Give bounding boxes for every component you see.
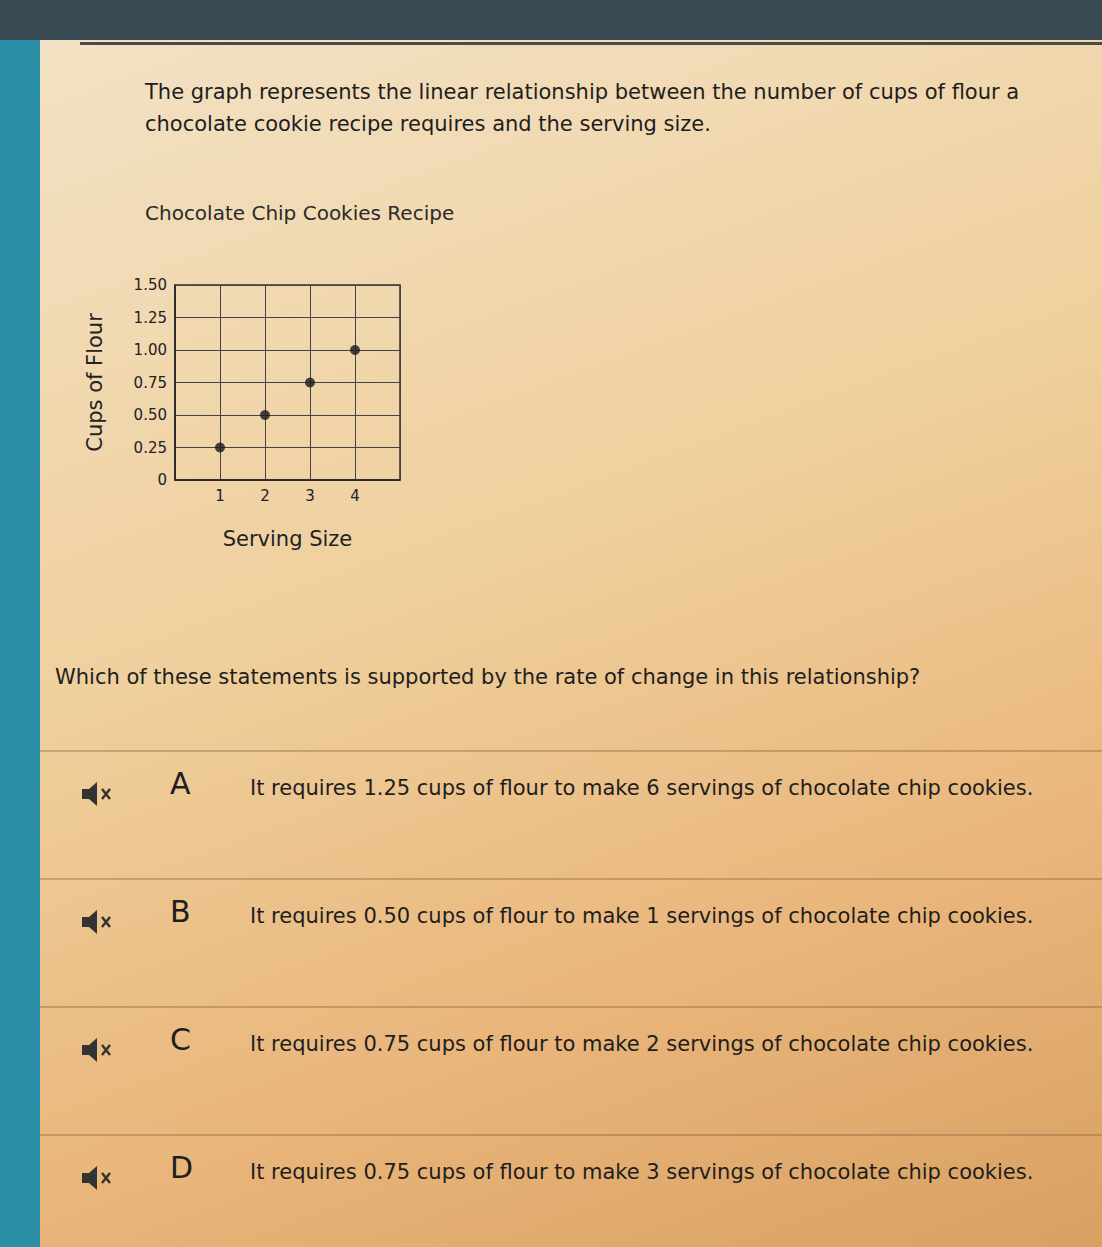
html-text:It requires 0.50 cups of flour: It requires 0.50 cups of flour to make 1… (250, 904, 1034, 928)
html-text:B: B (170, 894, 191, 929)
html-text:The graph represents the linea: The graph represents the linear relation… (145, 80, 1020, 136)
svg-text:4: 4 (350, 487, 360, 505)
html-text:D: D (170, 1150, 194, 1185)
svg-text:Serving Size: Serving Size (223, 527, 353, 551)
html-text:A: A (170, 766, 191, 801)
svg-text:2: 2 (260, 487, 270, 505)
svg-text:Chocolate Chip Cookies Recipe: Chocolate Chip Cookies Recipe (145, 201, 454, 225)
svg-text:0.50: 0.50 (134, 406, 167, 424)
svg-text:Cups of Flour: Cups of Flour (83, 313, 107, 452)
svg-text:1.50: 1.50 (134, 276, 167, 294)
svg-text:0: 0 (157, 471, 167, 489)
html-text:It requires 0.75 cups of flour: It requires 0.75 cups of flour to make 3… (250, 1160, 1034, 1184)
svg-text:1.00: 1.00 (134, 341, 167, 359)
svg-text:3: 3 (305, 487, 315, 505)
svg-text:0.75: 0.75 (134, 374, 167, 392)
svg-text:0.25: 0.25 (134, 439, 167, 457)
html-text:Which of these statements is s: Which of these statements is supported b… (55, 665, 921, 689)
svg-text:1: 1 (215, 487, 225, 505)
html-text:C: C (170, 1022, 191, 1057)
html-text:It requires 1.25 cups of flour: It requires 1.25 cups of flour to make 6… (250, 776, 1034, 800)
html-text:It requires 0.75 cups of flour: It requires 0.75 cups of flour to make 2… (250, 1032, 1034, 1056)
svg-text:1.25: 1.25 (134, 309, 167, 327)
